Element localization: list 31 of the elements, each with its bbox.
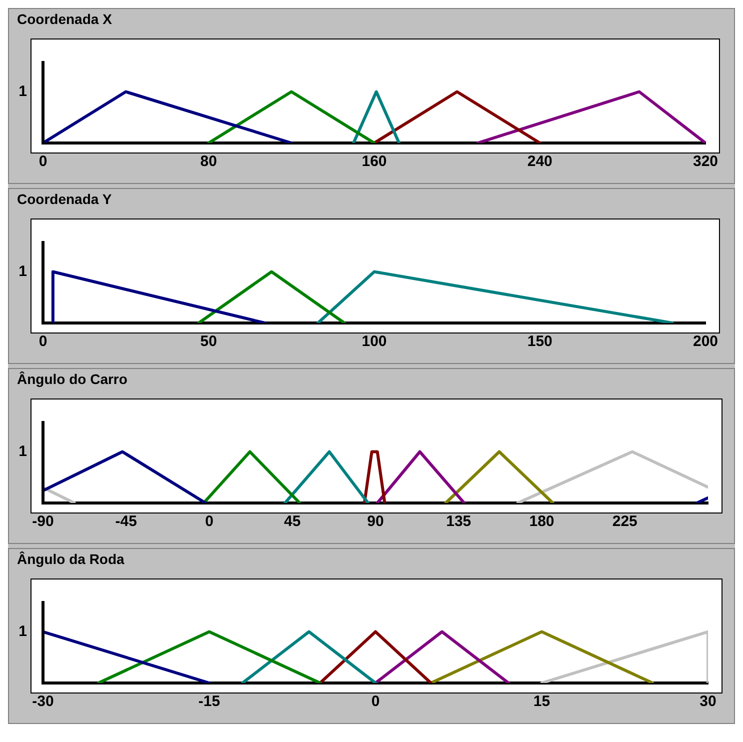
x-tick-label: 320 <box>692 153 718 170</box>
x-tick-label: 200 <box>692 333 718 350</box>
x-tick-label: 160 <box>362 153 387 170</box>
chart-title: Ângulo do Carro <box>17 371 128 387</box>
text: 1 <box>18 622 27 640</box>
x-tick-label: -15 <box>198 693 220 710</box>
x-tick-label: 90 <box>367 513 384 530</box>
x-tick-label: 100 <box>362 333 387 350</box>
chart-title: Coordenada Y <box>17 191 112 207</box>
x-tick-label: 80 <box>200 153 217 170</box>
x-tick-label: 30 <box>700 693 716 710</box>
x-tick-label: 225 <box>612 513 638 530</box>
x-tick-label: -30 <box>32 693 54 710</box>
x-tick-label: 240 <box>527 153 552 170</box>
x-tick-label: 180 <box>529 513 554 530</box>
x-tick-label: 0 <box>38 153 48 170</box>
x-tick-label: 135 <box>446 513 472 530</box>
x-tick-label: -90 <box>32 513 54 530</box>
chart-title: Ângulo da Roda <box>17 551 124 567</box>
x-tick-label: 0 <box>371 693 380 710</box>
text: 1 <box>18 442 27 460</box>
chart-title: Coordenada X <box>17 11 112 27</box>
text: 1 <box>18 82 27 100</box>
text: 1 <box>18 262 27 280</box>
x-tick-label: 50 <box>200 333 217 350</box>
x-tick-label: 0 <box>38 333 48 350</box>
x-tick-label: -45 <box>115 513 137 530</box>
x-tick-label: 150 <box>527 333 552 350</box>
x-tick-label: 0 <box>205 513 214 530</box>
x-tick-label: 45 <box>284 513 301 530</box>
x-tick-label: 15 <box>533 693 550 710</box>
